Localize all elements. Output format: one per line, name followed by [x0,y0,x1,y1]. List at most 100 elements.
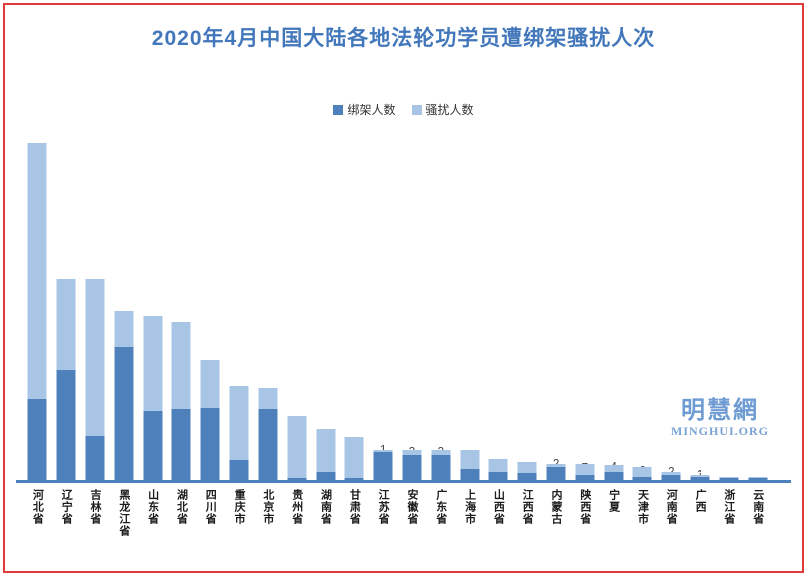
bar-slot: 2944 [196,140,225,480]
category-slot: 黑龙江省 [109,489,138,537]
category-slot: 甘肃省 [340,489,369,537]
category-slot: 辽宁省 [52,489,81,537]
category-label: 宁夏 [607,489,620,513]
harass-swatch-icon [411,104,422,115]
harass-segment [200,360,220,408]
kidnap-segment [143,410,163,480]
bar-slot: 117 [369,140,398,480]
category-label: 湖北省 [175,489,188,525]
stacked-bar [661,471,681,480]
chart-title: 2020年4月中国大陆各地法轮功学员遭绑架骚扰人次 [151,27,656,50]
kidnap-segment [632,476,652,480]
kidnap-segment [316,471,336,480]
kidnap-segment [114,346,134,480]
category-label: 黑龙江省 [117,489,130,537]
harass-segment [56,279,76,370]
kidnap-segment [171,409,191,480]
category-label: 上海市 [463,489,476,525]
bar-slot: 5567 [52,140,81,480]
category-slot: 河北省 [23,489,52,537]
bar-slot [743,140,772,480]
category-label: 重庆市 [233,489,246,525]
category-slot: 浙江省 [715,489,744,537]
bar-slot: 2281 [109,140,138,480]
stacked-bar [373,450,393,480]
kidnap-segment [56,369,76,480]
kidnap-segment [200,407,220,480]
stacked-bar [316,429,336,480]
harass-segment [460,450,480,469]
legend-label-harass: 骚扰人数 [425,103,474,117]
stacked-bar [143,315,163,480]
kidnap-segment [690,476,710,480]
category-label: 江苏省 [377,489,390,525]
category-label: 四川省 [204,489,217,525]
category-label: 广东省 [434,489,447,525]
category-slot: 四川省 [196,489,225,537]
category-slot: 河南省 [657,489,686,537]
category-slot: 内蒙古 [542,489,571,537]
stacked-bar [460,450,480,480]
harass-segment [661,471,681,476]
category-label: 山东省 [146,489,159,525]
kidnap-segment [748,478,768,480]
category-label: 贵州省 [290,489,303,525]
harass-segment [229,386,249,461]
category-label: 湖南省 [319,489,332,525]
bar-slot: 28 [542,140,571,480]
harass-segment [143,315,163,411]
stacked-bar [546,463,566,480]
stacked-bar [719,476,739,480]
category-label: 辽宁省 [60,489,73,525]
bar-slot: 381 [282,140,311,485]
category-label: 山西省 [492,489,505,525]
category-slot: 云南省 [743,489,772,537]
category-slot: 吉林省 [81,489,110,537]
category-slot: 湖北省 [167,489,196,537]
category-label: 浙江省 [722,489,735,525]
harass-segment [85,279,105,436]
harass-segment [719,476,739,479]
bar-slot: 265 [311,140,340,481]
harass-segment [316,429,336,472]
bar-slot: 85 [484,140,513,481]
stacked-bar [171,322,191,480]
category-label: 河北省 [31,489,44,525]
category-slot: 天津市 [628,489,657,537]
harass-segment [431,450,451,456]
watermark: 明慧網 MINGHUI.ORG [671,397,769,439]
category-axis: 河北省 辽宁省 吉林省 黑龙江省 山东省 湖北省 四川省 重庆市 北京市 贵州省 湖南省 甘肃省 江苏省… [23,489,772,537]
harass-segment [546,463,566,467]
stacked-bar [85,279,105,480]
stacked-bar [56,279,76,480]
bar-slot: 5343 [167,140,196,480]
stacked-bar [258,387,278,480]
harass-segment [402,450,422,456]
stacked-bar [748,476,768,480]
category-label: 广西 [694,489,707,513]
bar-slot: 315 [398,140,427,480]
category-slot: 广西 [686,489,715,537]
x-axis-line [16,480,791,483]
category-slot: 广东省 [426,489,455,537]
category-slot: 重庆市 [225,489,254,537]
legend: 绑架人数 骚扰人数 [0,101,807,118]
bar-slot [715,140,744,480]
kidnap-segment [488,471,508,480]
kidnap-segment [258,409,278,480]
kidnap-segment [373,452,393,480]
bar-slot: 4512 [225,140,254,480]
harass-segment [114,310,134,347]
kidnap-segment [575,475,595,480]
kidnap-swatch-icon [333,104,344,115]
harass-segment [287,415,307,479]
watermark-cn-logo: 明慧網 [681,397,759,424]
harass-segment [632,466,652,477]
category-slot: 安徽省 [398,489,427,537]
stacked-bar [27,143,47,480]
bar-slot: 315 [426,140,455,480]
kidnap-segment [287,478,307,480]
bar-slot: 9527 [81,140,110,480]
harass-segment [604,465,624,472]
kidnap-segment [604,471,624,480]
